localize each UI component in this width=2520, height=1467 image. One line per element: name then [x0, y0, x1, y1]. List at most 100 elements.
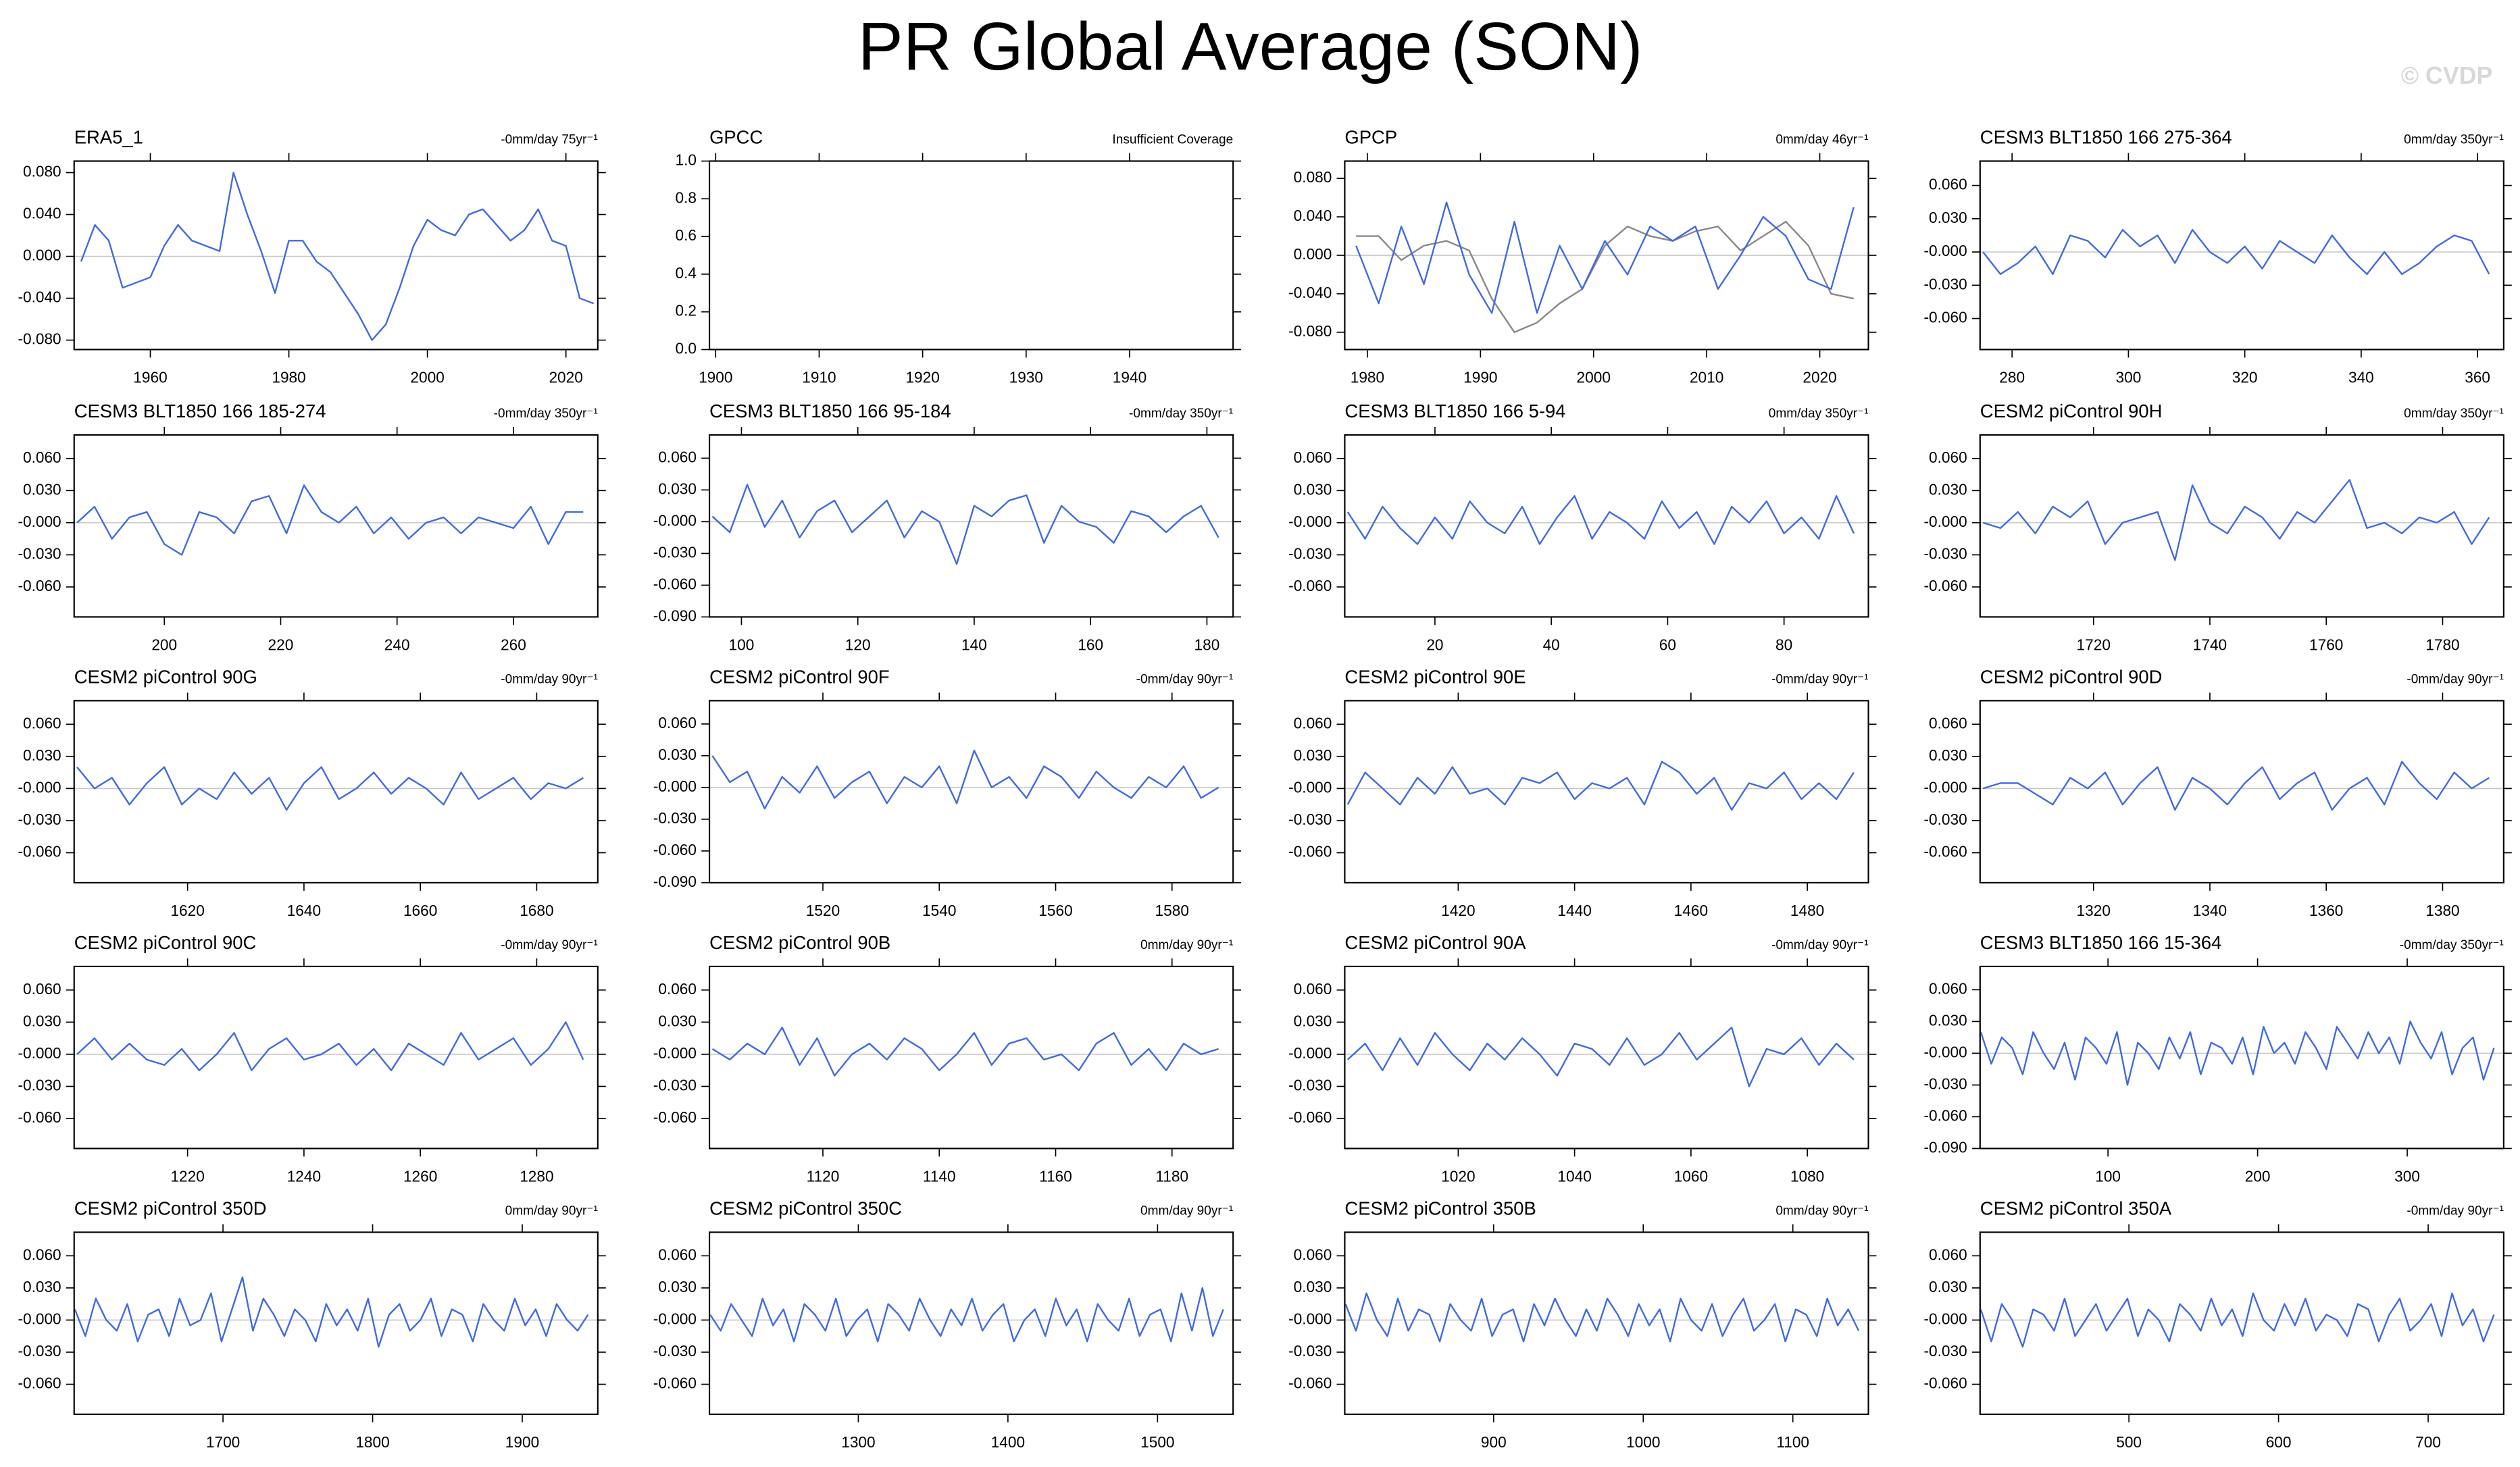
x-tick-label: 80: [1775, 636, 1792, 653]
plot-frame: [709, 1231, 1234, 1415]
panel-title: CESM2 piControl 90F: [709, 666, 890, 687]
x-tick-label: 500: [2116, 1433, 2142, 1451]
x-tick-label: 1360: [2309, 902, 2343, 919]
panel-title: CESM2 piControl 90G: [74, 666, 257, 687]
y-tick-label: 0.030: [658, 1012, 697, 1029]
x-tick-label: 1040: [1557, 1167, 1591, 1185]
x-tick-label: 2010: [1690, 368, 1723, 386]
panel-annotation: -0mm/day 350yr⁻¹: [1129, 407, 1233, 421]
panel-annotation: 0mm/day 90yr⁻¹: [1775, 1204, 1868, 1218]
x-tick-label: 1780: [2425, 636, 2459, 653]
x-tick-label: 1120: [807, 1167, 840, 1185]
x-tick-label: 1660: [403, 902, 437, 919]
y-tick-label: 0.060: [658, 1245, 697, 1263]
y-tick-label: 0.060: [23, 714, 61, 731]
y-tick-label: -0.060: [653, 841, 697, 858]
y-tick-label: -0.030: [1924, 810, 1967, 828]
panel-annotation: 0mm/day 46yr⁻¹: [1775, 133, 1868, 147]
plot-frame: [709, 160, 1234, 351]
plot-frame: [73, 160, 599, 351]
y-tick-label: -0.040: [18, 288, 61, 306]
y-tick-label: -0.090: [1924, 1138, 1967, 1156]
panel-title: CESM2 piControl 90C: [74, 932, 257, 953]
x-tick-label: 1060: [1674, 1167, 1708, 1185]
y-tick-label: -0.030: [653, 543, 697, 561]
x-tick-label: 1380: [2425, 902, 2459, 919]
y-tick-label: -0.060: [1924, 1106, 1967, 1124]
x-tick-label: 2020: [549, 368, 582, 386]
y-tick-label: 0.060: [1294, 448, 1332, 466]
y-tick-label: -0.060: [1288, 1374, 1332, 1392]
y-tick-label: 0.8: [676, 188, 697, 206]
y-tick-label: -0.000: [653, 1044, 697, 1062]
y-tick-label: 0.030: [23, 746, 61, 764]
y-tick-label: 0.030: [1929, 480, 1967, 498]
y-tick-label: -0.030: [1288, 544, 1332, 562]
plot-frame: [1979, 965, 2504, 1150]
plot-frame: [1344, 965, 1869, 1150]
panel-title: GPCP: [1344, 126, 1397, 147]
x-tick-label: 1520: [806, 902, 840, 919]
y-tick-label: 0.4: [676, 264, 697, 282]
panel-title: CESM3 BLT1850 166 185-274: [74, 401, 326, 421]
series-line: [711, 1027, 1219, 1077]
plot-frame: [1979, 700, 2504, 883]
panel-annotation: -0mm/day 90yr⁻¹: [1771, 938, 1869, 952]
y-tick-label: 0.060: [23, 448, 61, 466]
y-tick-label: 0.030: [658, 480, 697, 497]
x-tick-label: 1980: [1351, 368, 1384, 386]
y-tick-label: -0.030: [18, 544, 61, 562]
y-tick-label: -0.060: [653, 1374, 697, 1392]
x-tick-label: 2000: [1577, 368, 1611, 386]
x-tick-label: 1540: [922, 902, 956, 919]
x-tick-label: 1260: [403, 1167, 437, 1185]
y-tick-label: -0.000: [18, 778, 61, 796]
plot-frame: [1344, 434, 1869, 618]
x-tick-label: 1920: [905, 368, 939, 386]
y-tick-label: -0.030: [1288, 1076, 1332, 1093]
panel-annotation: -0mm/day 350yr⁻¹: [2400, 938, 2504, 952]
panel-title: CESM2 piControl 90E: [1344, 666, 1526, 687]
series-line: [1980, 1292, 2495, 1348]
x-tick-label: 320: [2232, 368, 2258, 386]
panel-annotation: 0mm/day 350yr⁻¹: [2404, 133, 2504, 147]
y-tick-label: 0.030: [1929, 1278, 1967, 1295]
x-tick-label: 1400: [991, 1433, 1025, 1451]
y-tick-label: -0.030: [18, 810, 61, 828]
plot-frame: [73, 700, 599, 883]
y-tick-label: -0.060: [1924, 309, 1967, 326]
y-tick-label: 0.060: [23, 980, 61, 998]
y-tick-label: 0.000: [1294, 245, 1332, 263]
panel-title: CESM2 piControl 350C: [709, 1198, 902, 1218]
y-tick-label: 0.060: [1294, 714, 1332, 731]
x-tick-label: 1420: [1441, 902, 1475, 919]
x-tick-label: 1900: [699, 368, 732, 386]
y-tick-label: -0.030: [1288, 810, 1332, 828]
x-tick-label: 1080: [1790, 1167, 1824, 1185]
panel-title: CESM2 piControl 350B: [1344, 1198, 1536, 1218]
y-tick-label: -0.030: [1924, 1075, 1967, 1092]
panel-title: CESM2 piControl 90H: [1980, 401, 2163, 421]
plot-frame: [1344, 700, 1869, 883]
y-tick-label: -0.000: [1288, 1310, 1332, 1327]
y-tick-label: -0.060: [1288, 577, 1332, 594]
y-tick-label: 0.030: [1929, 209, 1967, 226]
plot-frame: [1979, 434, 2504, 618]
series-line: [76, 1021, 584, 1071]
credit: © CVDP: [2401, 62, 2493, 89]
y-tick-label: -0.000: [18, 1044, 61, 1062]
x-tick-label: 200: [151, 636, 177, 653]
series-line: [80, 172, 595, 341]
y-tick-label: -0.060: [18, 843, 61, 860]
y-tick-label: -0.030: [18, 1076, 61, 1093]
x-tick-label: 1280: [520, 1167, 553, 1185]
x-tick-label: 2000: [410, 368, 444, 386]
series-line: [709, 1287, 1224, 1343]
y-tick-label: -0.060: [1924, 577, 1967, 594]
x-tick-label: 1300: [841, 1433, 875, 1451]
y-tick-label: -0.060: [653, 575, 697, 592]
y-tick-label: 0.030: [1929, 746, 1967, 764]
